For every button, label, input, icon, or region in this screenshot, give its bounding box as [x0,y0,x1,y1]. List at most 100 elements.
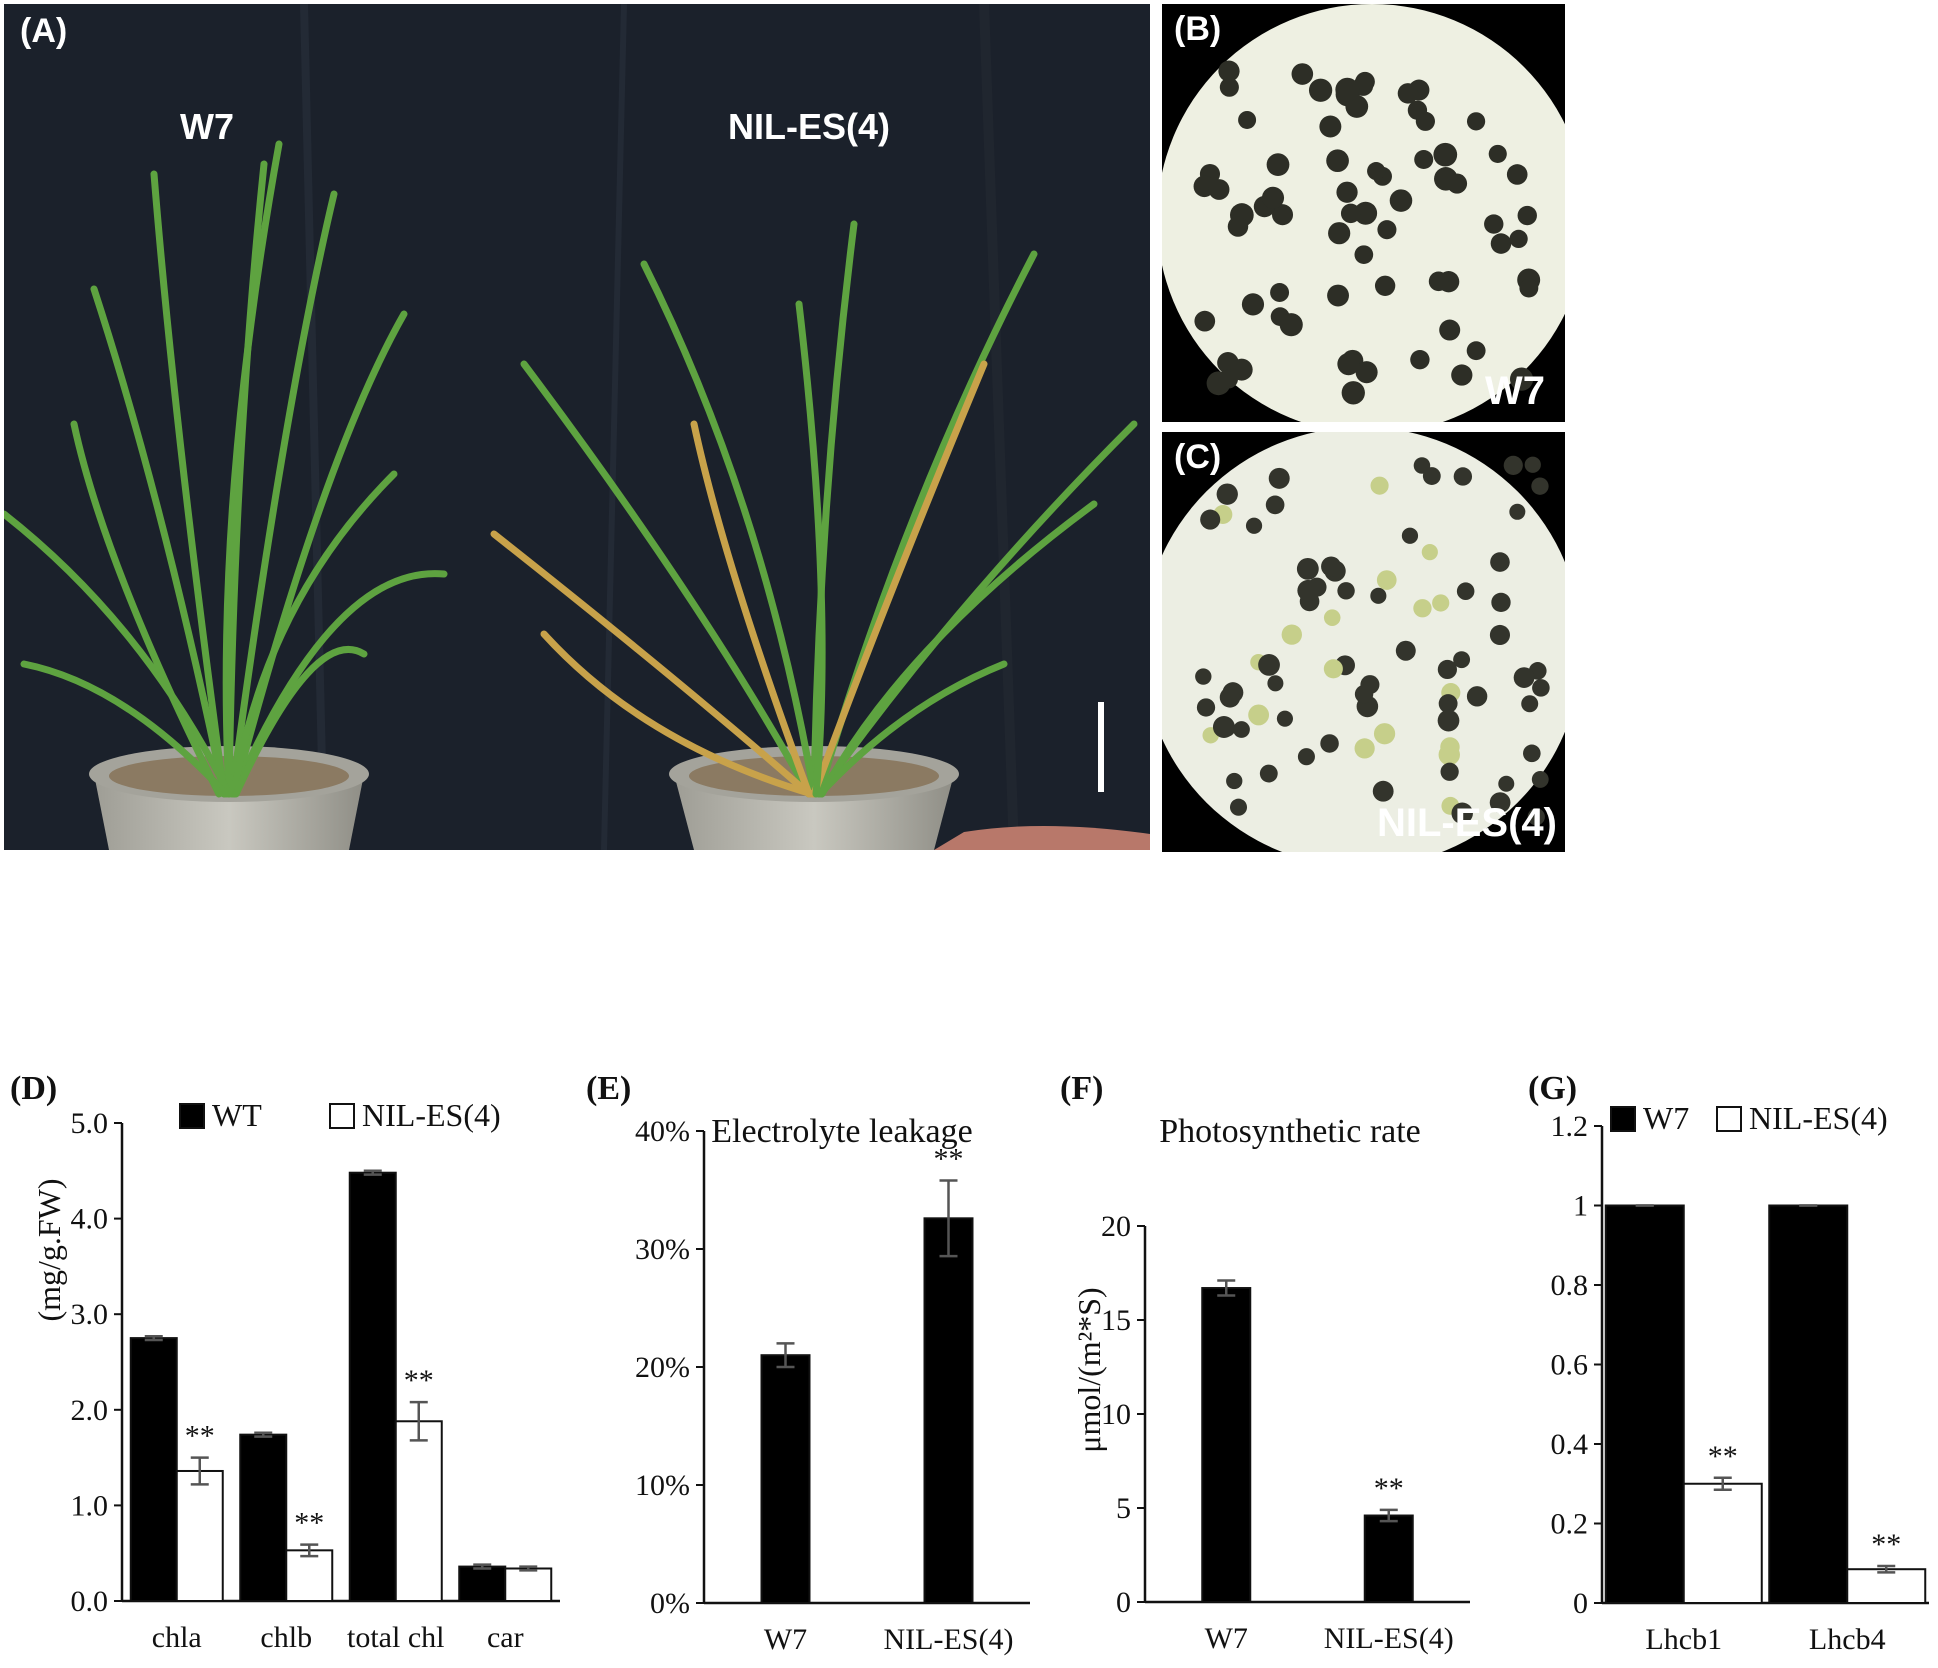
protoplast-dot [1440,762,1459,781]
protoplast-dot [1531,477,1549,495]
chart-panel-e: (E) 0% 10% 20% 30% 40% Electrolyte leakage W7 **… [586,1070,1030,1656]
bar [239,1433,288,1602]
protoplast-dot [1401,527,1419,544]
protoplast-dot [1337,352,1360,376]
protoplast-dot [1395,640,1416,661]
protoplast-dot [1268,467,1290,489]
y-tick-label: 1 [1573,1190,1588,1223]
protoplast-dot [1509,503,1526,520]
protoplast-dot [1439,319,1461,341]
w7-plant [4,140,448,798]
y-tick-label: 40% [635,1115,690,1148]
bar [285,1549,334,1603]
pale-protoplast-dot [1323,659,1343,679]
protoplast-dot [1354,684,1374,704]
legend-label: WT [212,1097,262,1133]
protoplast-dot [1498,775,1515,792]
y-tick-label: 0.4 [1551,1428,1589,1461]
chart-title: Electrolyte leakage [711,1113,972,1150]
bar [348,1171,397,1603]
y-tick-label: 10 [1101,1398,1131,1431]
x-tick-label: total chl [347,1621,444,1654]
protoplast-dot [1320,734,1339,753]
protoplast-dot [1489,624,1511,646]
photo-panel-c: (C) NIL-ES(4) [1162,432,1565,852]
protoplast-dot [1488,144,1507,163]
bar [1682,1482,1763,1604]
legend-swatch [1610,1106,1636,1132]
protoplast-dot [1490,552,1510,572]
protoplast-dot [1267,675,1284,692]
protoplast-dot [1503,455,1523,475]
y-tick-label: 0 [1116,1586,1131,1619]
protoplast-dot [1229,798,1248,816]
protoplast-dot [1227,216,1249,237]
protoplast-dot [1200,509,1221,530]
chart-title: Photosynthetic rate [1159,1113,1421,1150]
protoplast-dot [1414,149,1434,169]
panel-letter: (F) [1060,1070,1103,1107]
bar [1768,1204,1849,1604]
protoplast-dot [1466,341,1486,361]
protoplast-dot [1521,695,1539,713]
x-tick-label: car [487,1621,524,1654]
pale-protoplast-dot [1248,704,1270,726]
y-tick-label: 20% [635,1351,690,1384]
legend-swatch [179,1103,205,1129]
protoplast-dot [1354,245,1374,265]
panel-letter-c: (C) [1174,438,1222,476]
significance-label: ** [294,1507,324,1540]
chart-panel-g: (G) 0 0.2 0.4 0.6 0.8 1 1.2 W7 NIL-ES(4) ** Lhcb1 **… [1528,1070,1929,1656]
protoplast-dot [1410,349,1430,370]
y-tick-label: 2.0 [71,1394,109,1427]
protoplast-dot [1321,556,1342,577]
x-tick-label: NIL-ES(4) [1324,1622,1454,1655]
protoplast-dot [1490,233,1512,254]
significance-label: ** [1708,1440,1738,1473]
protoplast-dot [1216,483,1238,505]
y-tick-label: 15 [1101,1304,1131,1337]
pale-protoplast-dot [1432,594,1450,612]
y-tick-label: 20 [1101,1210,1131,1243]
microscope-image-nil-es4 [1162,432,1565,852]
chart-panel-d: (D) 0.0 1.0 2.0 3.0 4.0 5.0 (mg/g.FW) WT NIL-ES(4… [10,1070,560,1654]
protoplast-dot [1372,780,1394,802]
protoplast-dot [1245,517,1263,534]
significance-label: ** [1871,1528,1901,1561]
legend-label: NIL-ES(4) [362,1097,501,1133]
protoplast-dot [1296,557,1319,580]
protoplast-dot [1208,179,1230,200]
protoplast-dot [1523,744,1541,763]
pale-protoplast-dot [1413,599,1432,618]
y-tick-label: 5 [1116,1492,1131,1525]
protoplast-dot [1319,115,1342,138]
protoplast-dot [1451,364,1473,386]
protoplast-dot [1279,313,1303,337]
protoplast-dot [1466,686,1488,707]
protoplast-dot [1422,467,1441,485]
scale-bar [1098,702,1104,792]
protoplast-dot [1527,808,1545,826]
protoplast-dot [1238,110,1257,129]
photo-panel-b: (B) W7 [1162,4,1565,422]
y-axis-label: μmol/(m²*S) [1071,1287,1107,1452]
y-tick-label: 30% [635,1233,690,1266]
protoplast-dot [1374,275,1396,296]
protoplast-dot [1370,587,1387,604]
protoplast-dot [1397,83,1419,104]
protoplast-dot [1453,467,1473,486]
protoplast-dot [1434,167,1458,191]
x-tick-label: Lhcb4 [1809,1623,1886,1656]
protoplast-dot [1337,582,1355,600]
protoplast-dot [1438,694,1458,714]
protoplast-dot [1297,579,1319,602]
x-tick-label: W7 [1205,1622,1248,1655]
protoplast-dot [1259,764,1278,783]
protoplast-dot [1428,271,1449,292]
y-tick-label: 1.0 [71,1489,109,1522]
protoplast-dot [1519,278,1539,298]
protoplast-dot [1266,153,1290,177]
protoplast-dot [1506,164,1528,185]
legend-swatch [329,1103,355,1129]
pale-protoplast-dot [1281,624,1302,645]
